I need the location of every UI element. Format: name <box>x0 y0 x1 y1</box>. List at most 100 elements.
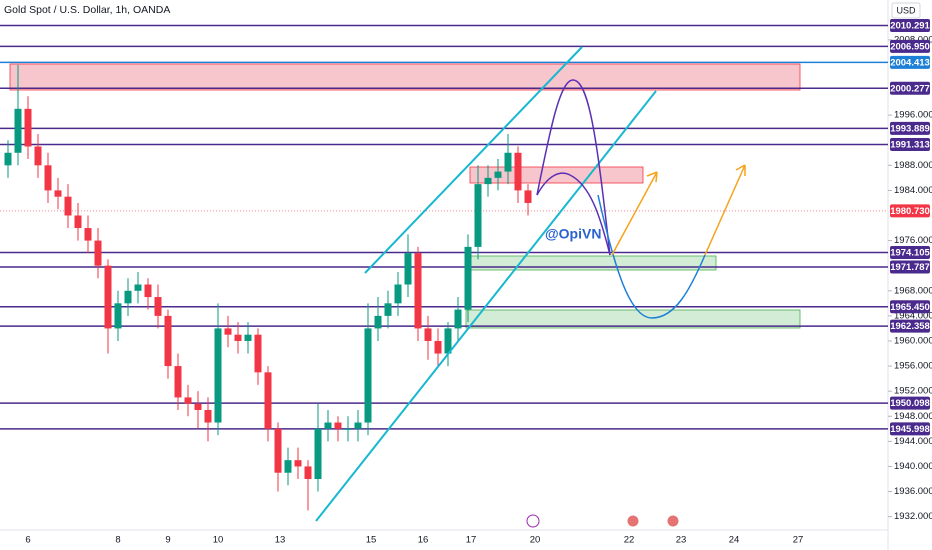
arrow-up-1 <box>611 171 658 256</box>
y-tick-label: 1948.000 <box>894 411 932 422</box>
y-tick-label: 1964.000 <box>894 310 932 321</box>
y-tick-label: 1936.000 <box>894 486 932 497</box>
level-label: 1945.998 <box>890 424 930 435</box>
candle-body <box>344 428 352 430</box>
event-icon[interactable] <box>666 514 680 528</box>
candle-body <box>54 190 62 197</box>
candle-body <box>44 165 52 191</box>
candle-body <box>104 265 112 329</box>
candle-body <box>274 428 282 473</box>
candle-body <box>84 228 92 241</box>
level-label: 2004.413 <box>890 57 930 68</box>
y-tick-label: 1996.000 <box>894 110 932 121</box>
level-label: 2010.291 <box>890 20 930 31</box>
y-tick-label: 1944.000 <box>894 436 932 447</box>
level-label-box <box>890 422 930 436</box>
candle-body <box>484 177 492 185</box>
candle-body <box>434 340 442 354</box>
candle-body <box>134 284 142 291</box>
candle-body <box>124 290 132 304</box>
x-tick-label: 24 <box>729 535 740 546</box>
level-label: 1974.105 <box>890 247 930 258</box>
levels <box>0 24 888 430</box>
level-label: 1971.787 <box>890 262 930 273</box>
candle-body <box>444 328 452 354</box>
level-label-box <box>890 204 930 218</box>
level-label-box <box>890 245 930 259</box>
channel-upper <box>364 46 583 274</box>
event-icon[interactable] <box>626 514 640 528</box>
x-tick-label: 9 <box>165 535 170 546</box>
candle-body <box>324 422 332 429</box>
y-tick-label: 1976.000 <box>894 235 932 246</box>
level-label: 1993.889 <box>890 123 930 134</box>
x-tick-label: 6 <box>25 535 30 546</box>
candle-body <box>364 328 372 423</box>
x-tick-label: 16 <box>418 535 429 546</box>
y-tick-label: 1984.000 <box>894 185 932 196</box>
event-icon[interactable] <box>526 514 540 528</box>
level-label: 2000.277 <box>890 83 930 94</box>
candle-body <box>284 460 292 473</box>
level-label: 1965.450 <box>890 302 930 313</box>
y-tick-label: 1956.000 <box>894 361 932 372</box>
candle-body <box>514 152 522 191</box>
y-tick-label: 1932.000 <box>894 511 932 522</box>
y-tick-label: 1988.000 <box>894 160 932 171</box>
x-tick-label: 22 <box>624 535 635 546</box>
level-label-box <box>890 39 930 53</box>
candles <box>4 64 532 511</box>
candle-body <box>404 253 412 285</box>
candle-body <box>264 372 272 429</box>
x-tick-label: 8 <box>115 535 120 546</box>
candle-body <box>204 409 212 423</box>
currency[interactable]: USD <box>896 5 916 15</box>
demand-zone <box>465 255 717 271</box>
candle-body <box>64 196 72 216</box>
candle-body <box>304 466 312 479</box>
candle-body <box>214 328 222 423</box>
drawings <box>315 46 746 522</box>
y-tick-label: 1952.000 <box>894 386 932 397</box>
projection-low <box>597 194 706 319</box>
level-label: 1950.098 <box>890 398 930 409</box>
level-label: 1962.358 <box>890 321 930 332</box>
candle-body <box>24 108 32 147</box>
candle-body <box>144 284 152 298</box>
level-label-box <box>890 18 930 32</box>
supply-zone <box>9 63 801 91</box>
level-label-box <box>890 138 930 152</box>
candle-body <box>314 428 322 479</box>
candle-body <box>34 146 42 166</box>
projection-high <box>536 79 611 256</box>
y-tick-label: 2008.000 <box>894 34 932 45</box>
candle-body <box>94 240 102 266</box>
candle-body <box>354 422 362 429</box>
candle-body <box>184 397 192 404</box>
level-label-box <box>890 396 930 410</box>
candle-body <box>424 328 432 341</box>
currency-box[interactable] <box>891 2 921 19</box>
candle-body <box>224 328 232 335</box>
candle-body <box>114 303 122 329</box>
level-label-box <box>890 55 930 69</box>
level-label-box <box>890 121 930 135</box>
x-tick-label: 23 <box>676 535 687 546</box>
candle-body <box>244 334 252 341</box>
x-tick-label: 15 <box>366 535 377 546</box>
x-tick-label: 20 <box>530 535 541 546</box>
level-label-box <box>890 300 930 314</box>
level-label: 1991.313 <box>890 140 930 151</box>
candle-body <box>14 108 22 153</box>
candle-body <box>164 315 172 367</box>
demand-zone-lower <box>465 309 801 329</box>
candle-body <box>394 284 402 304</box>
y-tick-label: 1960.000 <box>894 335 932 346</box>
level-label-box <box>890 260 930 274</box>
candle-body <box>474 184 482 247</box>
candle-body <box>334 422 342 429</box>
candle-body <box>374 315 382 329</box>
x-tick-label: 10 <box>213 535 224 546</box>
x-tick-label: 17 <box>466 535 477 546</box>
